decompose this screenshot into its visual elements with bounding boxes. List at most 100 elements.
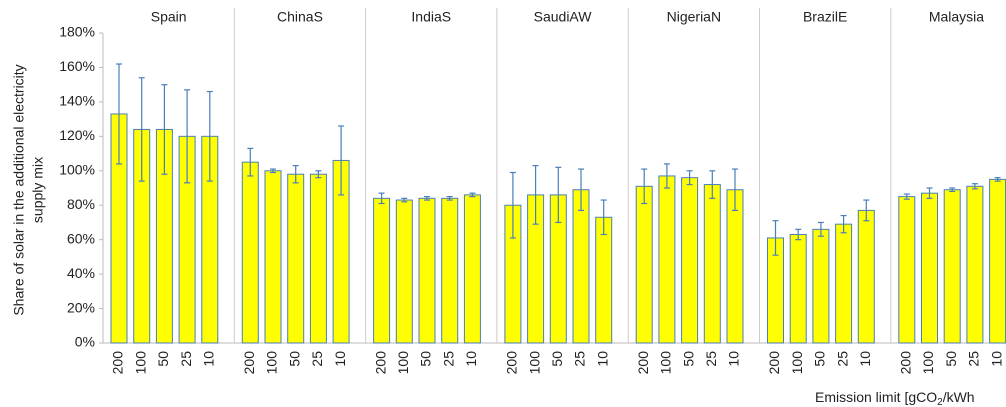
bar	[635, 185, 653, 344]
error-bar	[338, 125, 345, 196]
error-bar	[795, 228, 802, 241]
error-bar	[840, 214, 847, 234]
error-bar	[532, 165, 539, 225]
panel-title: Malaysia	[929, 9, 984, 25]
bar	[943, 189, 961, 344]
x-tick-label: 10	[594, 351, 610, 367]
y-tick-label: 80%	[67, 196, 95, 212]
error-bar	[161, 84, 168, 175]
bar	[287, 173, 305, 344]
error-bar	[663, 163, 670, 189]
error-bar	[378, 192, 385, 205]
x-tick-label: 50	[286, 351, 302, 367]
x-tick-label: 200	[110, 351, 126, 375]
x-tick-label: 100	[920, 351, 936, 375]
x-tick-label: 10	[988, 351, 1004, 367]
error-bar	[469, 192, 476, 198]
bar	[835, 223, 853, 344]
error-bar	[292, 165, 299, 184]
bar	[264, 170, 282, 344]
x-tick-label: 25	[309, 351, 325, 367]
x-tick-label: 10	[463, 351, 479, 367]
x-tick-label: 100	[658, 351, 674, 375]
error-bar	[315, 170, 322, 179]
bar	[418, 197, 436, 344]
x-axis-title-end: /kWh	[943, 389, 975, 405]
x-tick-label: 50	[418, 351, 434, 367]
x-tick-label: 200	[372, 351, 388, 375]
error-bar	[270, 168, 276, 174]
x-axis-title-main: Emission limit [gCO	[815, 389, 937, 405]
bar	[241, 161, 259, 344]
error-bar	[206, 90, 213, 182]
error-bar	[817, 221, 824, 237]
x-tick-label: 10	[201, 351, 217, 367]
panel-title: IndiaS	[411, 9, 451, 25]
bar	[857, 209, 875, 344]
error-bar	[971, 183, 978, 190]
error-bar	[509, 171, 516, 239]
bar	[463, 194, 481, 344]
error-bar	[772, 220, 779, 256]
bar	[989, 178, 1006, 344]
x-tick-label: 100	[132, 351, 148, 375]
y-tick-label: 140%	[59, 93, 95, 109]
error-bar	[600, 199, 607, 236]
x-tick-label: 50	[155, 351, 171, 367]
panel-title: BrazilE	[803, 9, 847, 25]
y-tick-label: 120%	[59, 127, 95, 143]
error-bar	[446, 196, 453, 201]
x-tick-label: 25	[966, 351, 982, 367]
bar	[595, 216, 613, 344]
x-tick-label: 10	[726, 351, 742, 367]
bar	[966, 185, 984, 344]
x-tick-label: 200	[898, 351, 914, 375]
x-tick-label: 10	[332, 351, 348, 367]
x-tick-label: 200	[504, 351, 520, 375]
bar	[921, 192, 938, 344]
bar	[441, 197, 459, 344]
bar	[395, 199, 413, 344]
x-tick-label: 50	[812, 351, 828, 367]
bar	[726, 189, 744, 344]
error-bar	[138, 77, 145, 182]
y-tick-label: 180%	[59, 24, 95, 40]
x-axis-title-sub: 2	[937, 397, 943, 407]
x-tick-label: 200	[766, 351, 782, 375]
y-tick-label: 60%	[67, 230, 95, 246]
panel-title: Spain	[151, 9, 187, 25]
error-bar	[926, 187, 933, 199]
error-bar	[116, 63, 122, 165]
x-tick-label: 25	[178, 351, 194, 367]
y-tick-label: 0%	[75, 334, 95, 350]
x-axis-title: Emission limit [gCO2/kWh	[815, 389, 975, 407]
error-bar	[709, 170, 716, 199]
x-tick-label: 100	[526, 351, 542, 375]
error-bar	[686, 170, 693, 186]
x-tick-label: 200	[635, 351, 651, 375]
bar	[373, 197, 391, 344]
error-bar	[401, 197, 408, 203]
error-bar	[247, 147, 254, 177]
x-tick-label: 25	[572, 351, 588, 367]
panel-title: NigeriaN	[667, 9, 721, 25]
bar	[789, 234, 807, 344]
bar	[703, 184, 721, 344]
error-bar	[732, 168, 738, 211]
panel-title: ChinaS	[277, 9, 323, 25]
error-bar	[949, 187, 956, 193]
y-axis-title-line: Share of solar in the additional electri…	[11, 64, 27, 315]
x-tick-label: 100	[789, 351, 805, 375]
x-tick-label: 50	[680, 351, 696, 367]
error-bar	[863, 199, 870, 222]
error-bar	[903, 193, 910, 200]
bar	[658, 175, 676, 344]
x-tick-label: 10	[857, 351, 873, 367]
bar	[812, 228, 830, 344]
x-tick-label: 25	[440, 351, 456, 367]
y-tick-label: 160%	[59, 58, 95, 74]
bar	[898, 196, 916, 344]
x-tick-label: 100	[395, 351, 411, 375]
